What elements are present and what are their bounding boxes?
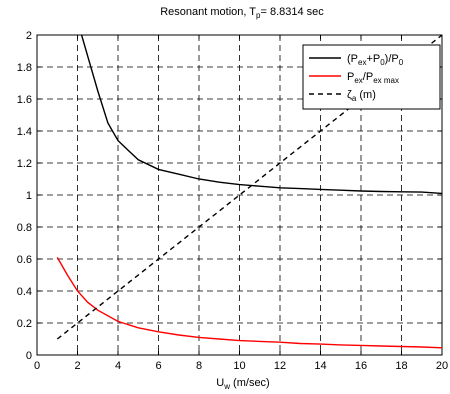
chart-title: Resonant motion, Tp= 8.8314 sec bbox=[160, 6, 324, 20]
series-line-0 bbox=[80, 34, 443, 195]
series-line-1 bbox=[56, 257, 443, 349]
y-tick-label-4: 0.8 bbox=[17, 222, 32, 234]
x-tick-label-1: 2 bbox=[74, 360, 80, 372]
x-tick-label-3: 6 bbox=[155, 360, 161, 372]
x-tick-label-5: 10 bbox=[233, 360, 245, 372]
x-tick-label-7: 14 bbox=[314, 360, 326, 372]
x-tick-label-0: 0 bbox=[34, 360, 40, 372]
x-tick-label-2: 4 bbox=[115, 360, 121, 372]
ticks: 0 2 4 6 8 10 12 14 16 18 20 0 0.2 0.4 0.6 0.8 1 1.2 1.4 1.6… bbox=[17, 30, 448, 372]
chart-title-main: Resonant motion, T bbox=[160, 6, 256, 18]
y-tick-label-8: 1.6 bbox=[17, 94, 32, 106]
x-axis-label-rest: (m/sec) bbox=[230, 377, 270, 389]
y-tick-label-1: 0.2 bbox=[17, 318, 32, 330]
y-tick-label-3: 0.6 bbox=[17, 254, 32, 266]
x-tick-label-6: 12 bbox=[274, 360, 286, 372]
legend: (Pex+P0)/P0 Pex/Pex max ζa (m) bbox=[302, 44, 441, 110]
y-tick-label-6: 1.2 bbox=[17, 158, 32, 170]
chart-title-sub: p bbox=[256, 11, 261, 20]
x-axis-label-main: U bbox=[216, 377, 224, 389]
x-axis-label-sub: w bbox=[223, 382, 230, 391]
legend-box bbox=[302, 44, 441, 110]
legend-label-0: (Pex+P0)/P0 bbox=[347, 53, 404, 67]
y-tick-label-2: 0.4 bbox=[17, 286, 32, 298]
x-tick-label-4: 8 bbox=[196, 360, 202, 372]
y-tick-label-0: 0 bbox=[26, 350, 32, 362]
x-axis-label: Uw (m/sec) bbox=[216, 377, 269, 391]
chart-title-rest: = 8.8314 sec bbox=[260, 6, 324, 18]
y-tick-label-9: 1.8 bbox=[17, 62, 32, 74]
legend-label-2: ζa (m) bbox=[347, 89, 376, 103]
y-tick-label-7: 1.4 bbox=[17, 126, 32, 138]
x-tick-label-10: 20 bbox=[436, 360, 448, 372]
legend-label-1: Pex/Pex max bbox=[347, 71, 399, 85]
x-tick-label-8: 16 bbox=[355, 360, 367, 372]
x-tick-label-9: 18 bbox=[395, 360, 407, 372]
y-tick-label-10: 2 bbox=[26, 30, 32, 42]
y-tick-label-5: 1 bbox=[26, 190, 32, 202]
